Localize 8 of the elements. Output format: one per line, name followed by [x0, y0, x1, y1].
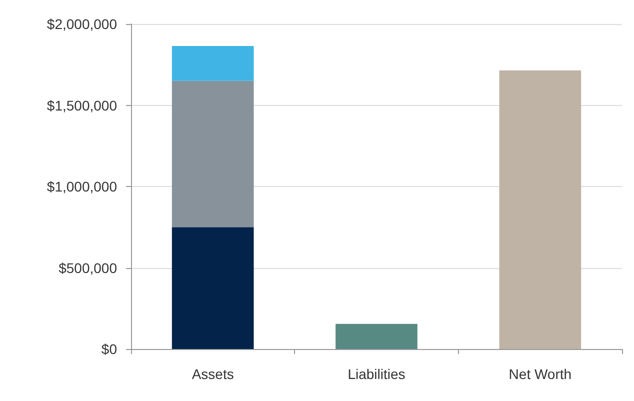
y-tick-label: $0 — [101, 341, 118, 357]
x-tick-label: Assets — [192, 366, 234, 382]
x-tick-label: Net Worth — [508, 366, 572, 382]
x-tick-label: Liabilities — [348, 366, 406, 382]
y-tick-label: $500,000 — [58, 260, 118, 276]
y-tick-label: $1,500,000 — [46, 97, 118, 114]
y-tick-label: $1,000,000 — [46, 178, 118, 194]
y-tick-label: $2,000,000 — [46, 16, 118, 32]
